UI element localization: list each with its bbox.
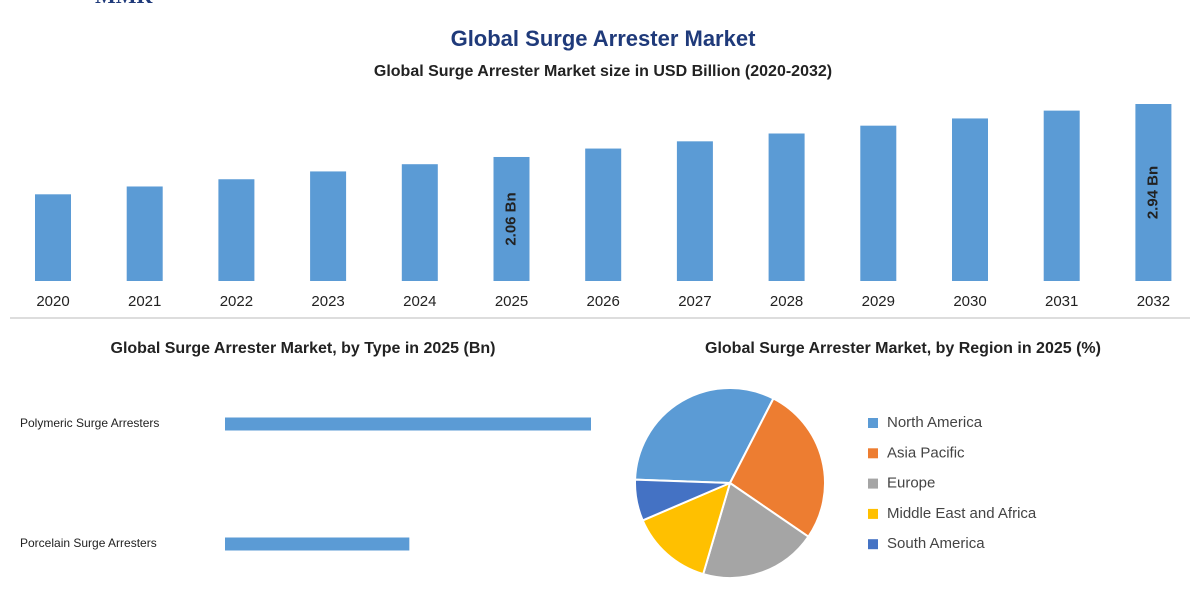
- bar: [401, 164, 438, 281]
- pie-slice: [701, 481, 810, 579]
- category-label: Polymeric Surge Arresters: [20, 416, 159, 430]
- pie-slice: [728, 397, 826, 539]
- logo: MMR: [95, 0, 154, 8]
- pie-slice: [641, 481, 732, 576]
- legend-swatch: [868, 508, 878, 519]
- x-tick-label: 2025: [495, 293, 528, 310]
- x-tick-label: 2020: [36, 293, 69, 310]
- legend-swatch: [868, 448, 878, 459]
- x-tick-label: 2021: [128, 293, 161, 310]
- legend-label: North America: [887, 414, 983, 431]
- x-tick-label: 2027: [678, 293, 711, 310]
- bar: [218, 179, 255, 281]
- bar: [126, 186, 163, 281]
- bar: [1043, 110, 1080, 281]
- pie-slice: [634, 478, 731, 522]
- x-tick-label: 2023: [311, 293, 344, 310]
- legend-label: Middle East and Africa: [887, 505, 1037, 522]
- bar: [768, 133, 805, 281]
- chart-title: Global Surge Arrester Market, by Type in…: [111, 340, 496, 357]
- main-title: Global Surge Arrester Market: [451, 26, 757, 51]
- x-tick-label: 2030: [953, 293, 986, 310]
- bar: [225, 537, 410, 551]
- data-label: 2.06 Bn: [502, 192, 519, 245]
- bar: [676, 141, 713, 281]
- bar: [1135, 104, 1172, 281]
- legend-label: South America: [887, 535, 985, 552]
- bar: [35, 194, 71, 281]
- bar: [952, 118, 988, 282]
- bar: [225, 417, 591, 431]
- bar: [585, 148, 622, 281]
- legend-label: Asia Pacific: [887, 444, 965, 461]
- x-tick-label: 2029: [862, 293, 895, 310]
- data-label: 2.94 Bn: [1144, 166, 1161, 219]
- bar: [493, 156, 530, 281]
- legend-swatch: [868, 478, 878, 489]
- pie-slice: [634, 387, 775, 485]
- chart-title: Global Surge Arrester Market size in USD…: [374, 63, 832, 80]
- legend-label: Europe: [887, 475, 935, 492]
- x-tick-label: 2028: [770, 293, 803, 310]
- x-tick-label: 2024: [403, 293, 436, 310]
- x-tick-label: 2032: [1137, 293, 1170, 310]
- bar: [310, 171, 347, 281]
- bar: [860, 125, 897, 282]
- x-tick-label: 2022: [220, 293, 253, 310]
- x-tick-label: 2026: [587, 293, 620, 310]
- legend-swatch: [868, 418, 878, 428]
- x-tick-label: 2031: [1045, 293, 1078, 310]
- legend-swatch: [868, 539, 878, 550]
- category-label: Porcelain Surge Arresters: [20, 536, 157, 550]
- chart-title: Global Surge Arrester Market, by Region …: [705, 340, 1101, 357]
